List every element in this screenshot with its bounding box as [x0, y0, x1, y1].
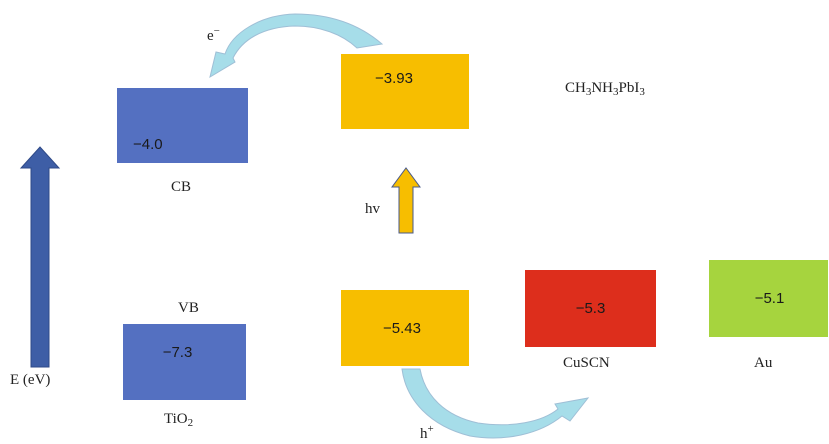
perovskite-vb-box: −5.43 [341, 290, 469, 366]
cb-label: CB [171, 179, 192, 195]
cuscn-label: CuSCN [563, 355, 610, 371]
tio2-label: TiO2 [164, 411, 194, 429]
perovskite-vb-value: −5.43 [383, 319, 421, 337]
au-label: Au [754, 355, 773, 371]
au-box: −5.1 [709, 260, 828, 337]
hole-label: h+ [420, 423, 434, 443]
energy-axis-arrow [19, 146, 61, 368]
cuscn-box: −5.3 [525, 270, 656, 347]
electron-transfer-arrow [209, 13, 384, 79]
tio2-vb-value: −7.3 [162, 344, 193, 361]
au-value: −5.1 [754, 290, 785, 307]
hv-arrow [391, 167, 421, 234]
tio2-vb-box: −7.3 [123, 324, 246, 400]
hole-transfer-arrow [401, 368, 590, 439]
energy-axis-label: E (eV) [10, 372, 51, 388]
perovskite-formula: CH3NH3PbI3 [565, 80, 645, 98]
perovskite-cb-box: −3.93 [341, 54, 469, 129]
tio2-cb-value: −4.0 [133, 136, 163, 153]
electron-label: e− [207, 25, 220, 45]
cuscn-value: −5.3 [575, 300, 606, 317]
vb-label: VB [178, 300, 199, 316]
hv-label: hv [365, 201, 380, 217]
tio2-cb-box: −4.0 [117, 88, 248, 163]
perovskite-cb-value: −3.93 [375, 70, 413, 87]
